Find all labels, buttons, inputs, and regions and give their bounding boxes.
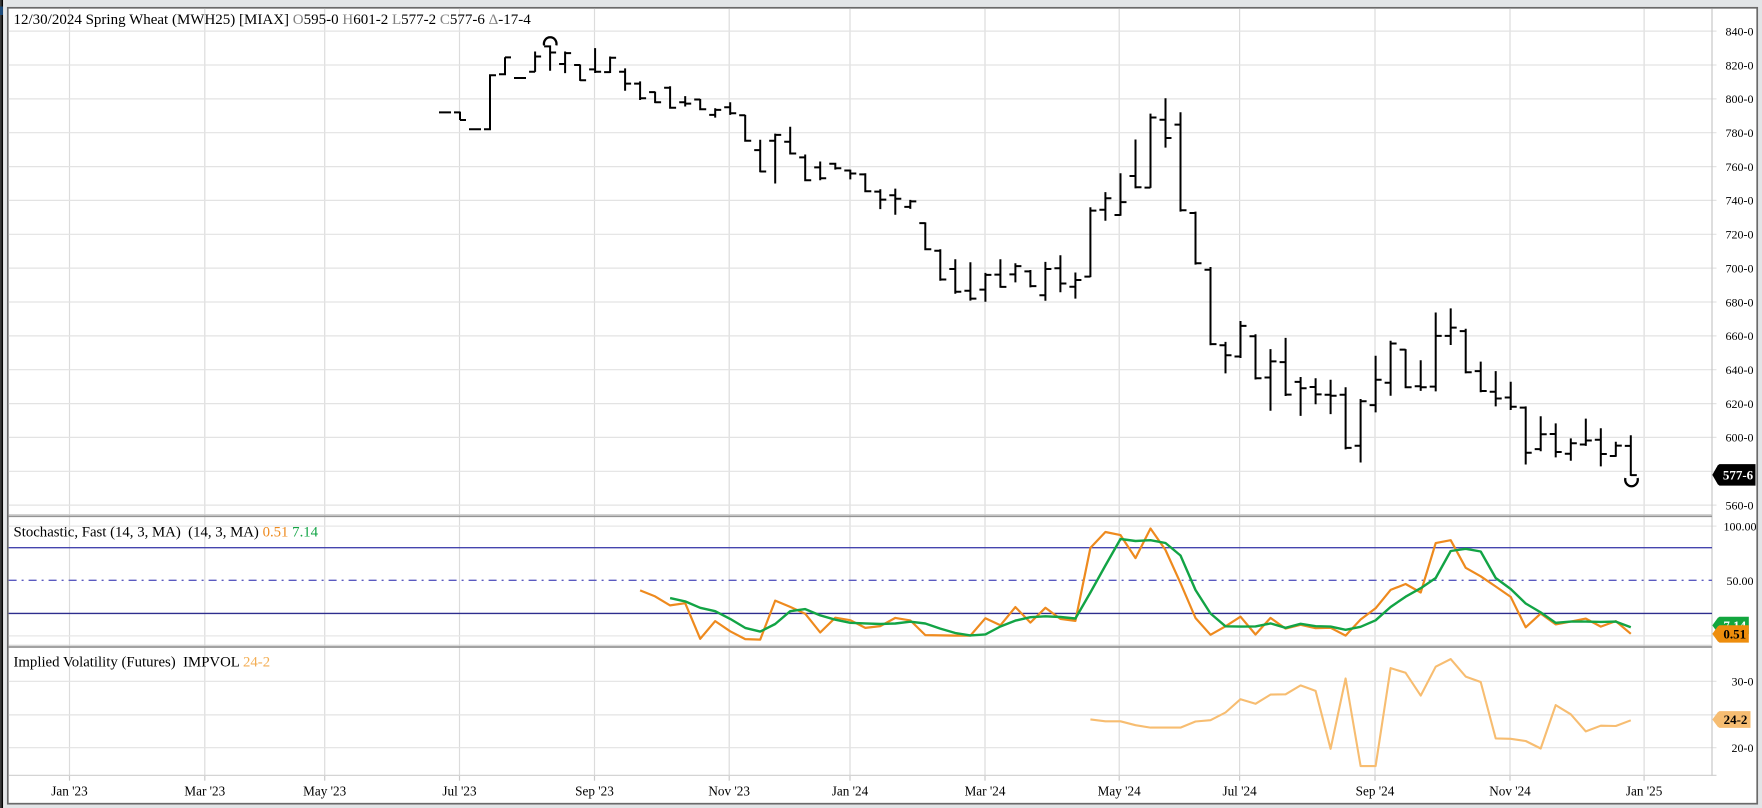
svg-text:Sep '24: Sep '24 [1356,784,1395,799]
svg-text:Implied Volatility (Futures): Implied Volatility (Futures) IMPVOL 24-2 [14,654,271,670]
svg-text:Mar '23: Mar '23 [184,784,225,799]
svg-text:12/30/2024 Spring Wheat (MWH25: 12/30/2024 Spring Wheat (MWH25) [MIAX] O… [14,12,532,28]
svg-text:700-0: 700-0 [1726,261,1754,275]
svg-text:740-0: 740-0 [1726,194,1754,208]
svg-text:820-0: 820-0 [1726,58,1754,72]
svg-text:May '24: May '24 [1098,784,1141,799]
svg-text:Nov '24: Nov '24 [1489,784,1531,799]
svg-text:Jul '24: Jul '24 [1222,784,1257,799]
svg-text:760-0: 760-0 [1726,160,1754,174]
svg-text:560-0: 560-0 [1726,498,1754,512]
svg-text:640-0: 640-0 [1726,363,1754,377]
svg-text:May '23: May '23 [303,784,346,799]
svg-text:20-0: 20-0 [1732,741,1754,755]
svg-text:620-0: 620-0 [1726,397,1754,411]
svg-text:840-0: 840-0 [1726,24,1754,38]
svg-text:Sep '23: Sep '23 [575,784,614,799]
svg-text:577-6: 577-6 [1723,468,1754,483]
svg-text:Nov '23: Nov '23 [708,784,750,799]
svg-text:50.00: 50.00 [1727,574,1754,588]
svg-text:680-0: 680-0 [1726,295,1754,309]
svg-text:24-2: 24-2 [1724,712,1748,727]
svg-text:30-0: 30-0 [1732,675,1754,689]
svg-text:720-0: 720-0 [1726,228,1754,242]
svg-text:Jan '23: Jan '23 [51,784,88,799]
svg-text:Mar '24: Mar '24 [965,784,1006,799]
svg-text:0.51: 0.51 [1723,627,1746,642]
svg-text:Stochastic, Fast (14, 3, MA): Stochastic, Fast (14, 3, MA) (14, 3, MA)… [14,525,319,541]
svg-text:600-0: 600-0 [1726,431,1754,445]
svg-text:Jan '25: Jan '25 [1626,784,1663,799]
svg-text:100.00: 100.00 [1724,519,1757,533]
svg-text:660-0: 660-0 [1726,329,1754,343]
svg-text:Jul '23: Jul '23 [442,784,477,799]
svg-text:Jan '24: Jan '24 [832,784,869,799]
svg-text:800-0: 800-0 [1726,92,1754,106]
svg-text:780-0: 780-0 [1726,126,1754,140]
